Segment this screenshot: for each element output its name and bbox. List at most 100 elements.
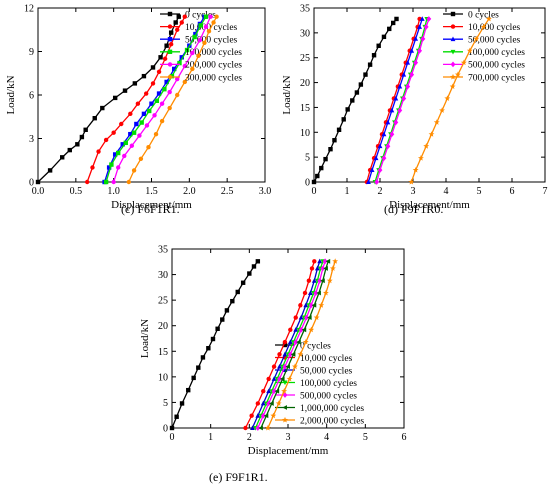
data-point [168, 42, 174, 47]
data-point [419, 16, 425, 21]
legend-label: 50,000 cycles [185, 36, 238, 46]
data-point [144, 91, 149, 96]
legend-label: 500,000 cycles [468, 61, 525, 71]
data-point [298, 326, 304, 333]
data-point [292, 363, 298, 370]
panel-caption: (c) F6F1R1. [121, 202, 180, 216]
legend-entry: 700,000 cycles [443, 73, 525, 83]
data-point [210, 336, 216, 342]
x-tick-label: 1 [208, 432, 213, 443]
x-tick-label: 1.5 [145, 186, 158, 197]
series-2 [243, 259, 317, 431]
data-point [255, 413, 261, 418]
data-point [103, 137, 109, 143]
data-point [417, 24, 423, 29]
legend-entry: 100,000 cycles [160, 48, 242, 58]
legend-label: 100,000 cycles [300, 379, 357, 389]
legend-label: 100,000 cycles [185, 48, 242, 58]
data-point [135, 101, 141, 106]
y-tick-label: 0 [29, 178, 34, 189]
data-point [103, 179, 109, 185]
data-point [413, 36, 419, 41]
data-point [454, 71, 461, 78]
data-point [460, 59, 467, 66]
data-point [250, 425, 255, 430]
panel-caption: (e) F9F1R1. [209, 470, 268, 484]
data-point [373, 155, 379, 161]
y-tick-label: 35 [158, 245, 168, 256]
legend-entry: 50,000 cycles [443, 36, 521, 46]
data-point [159, 101, 165, 106]
series-2 [364, 16, 422, 185]
data-point [84, 179, 90, 185]
data-point [92, 116, 97, 121]
data-point [240, 280, 246, 285]
data-point [35, 179, 41, 185]
data-point [303, 302, 309, 308]
data-point [138, 156, 144, 161]
y-tick-label: 25 [300, 53, 310, 64]
data-point [270, 412, 277, 419]
legend-marker [167, 49, 173, 54]
data-point [328, 146, 333, 152]
data-point [192, 34, 197, 40]
data-point [147, 108, 152, 114]
data-point [60, 155, 65, 160]
data-point [325, 258, 331, 264]
data-point [311, 179, 317, 185]
data-point [313, 290, 319, 296]
legend-entry: 10,000 cycles [443, 23, 521, 33]
legend-label: 1,000,000 cycles [300, 404, 364, 414]
data-point [159, 118, 165, 124]
data-point [323, 266, 328, 271]
data-point [367, 62, 373, 67]
data-point [317, 258, 323, 264]
data-point [116, 150, 121, 156]
data-point [401, 71, 407, 77]
data-point [230, 298, 235, 304]
chart-panel-1: 0.0 0.5 1.0 1.5 2.0 2.5 3.0 0 3 6 9 12 Displacement/… [5, 4, 271, 217]
data-point [420, 35, 426, 42]
data-point [116, 165, 121, 170]
y-tick-label: 5 [163, 398, 168, 409]
plot-frame [313, 7, 546, 183]
data-point [96, 149, 101, 154]
data-point [260, 400, 266, 406]
data-point [385, 143, 391, 150]
data-point [341, 117, 346, 122]
data-point [417, 155, 424, 161]
data-point [293, 327, 299, 332]
data-point [381, 131, 387, 137]
data-point [405, 60, 411, 65]
x-tick-label: 7 [543, 186, 548, 197]
data-point [317, 277, 323, 284]
data-point [169, 425, 175, 431]
x-tick-label: 3.0 [259, 186, 272, 197]
data-point [309, 266, 315, 271]
data-point [179, 20, 184, 25]
legend-label: 200,000 cycles [185, 61, 242, 71]
data-point [126, 179, 131, 185]
data-point [264, 424, 271, 431]
data-point [405, 83, 411, 90]
data-point [206, 29, 212, 34]
data-point [186, 387, 191, 393]
y-tick-label: 0 [305, 178, 310, 189]
data-point [109, 162, 114, 167]
x-tick-label: 3 [411, 186, 416, 197]
plot-frame [37, 7, 266, 183]
data-point [182, 14, 187, 19]
data-point [350, 98, 355, 103]
data-point [150, 81, 156, 86]
legend-marker [450, 61, 456, 68]
series-3 [366, 16, 425, 184]
data-point [287, 351, 293, 358]
data-point [190, 50, 195, 56]
legend-label: 10,000 cycles [468, 23, 521, 33]
x-tick-label: 3 [286, 432, 291, 443]
legend-marker [282, 380, 288, 386]
data-point [271, 364, 277, 369]
data-point [128, 111, 133, 117]
x-tick-label: 0 [312, 186, 317, 197]
data-point [47, 168, 53, 173]
